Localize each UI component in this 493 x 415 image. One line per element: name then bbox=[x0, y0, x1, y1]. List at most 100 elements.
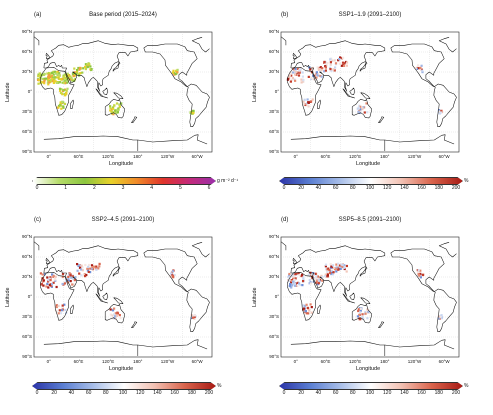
lon-tick-label: 180° bbox=[133, 154, 143, 159]
field-cell bbox=[174, 72, 177, 76]
field-cell bbox=[298, 273, 301, 277]
field-cell bbox=[335, 263, 338, 266]
coastline-southAmerica bbox=[433, 83, 457, 127]
field-cell bbox=[303, 102, 306, 106]
field-cell bbox=[84, 68, 87, 71]
map-panel: (a) Base period (2015–2024) 90°N 60°N 30°N 0°… bbox=[0, 0, 246, 204]
field-cell bbox=[77, 66, 80, 70]
field-cell bbox=[288, 272, 291, 276]
field-cell bbox=[53, 70, 57, 73]
field-cell bbox=[362, 106, 365, 109]
field-cell bbox=[321, 275, 324, 279]
field-cell bbox=[45, 285, 48, 288]
field-cell bbox=[296, 67, 299, 70]
field-cell bbox=[49, 276, 52, 279]
panel-label: (a) bbox=[34, 12, 42, 18]
lon-tick-label: 120°W bbox=[160, 154, 175, 159]
field-cell bbox=[299, 66, 302, 70]
field-cell bbox=[109, 308, 112, 311]
field-cell bbox=[47, 77, 50, 80]
colorbar-unit: % bbox=[464, 178, 469, 184]
field-cell bbox=[74, 276, 77, 279]
field-cell bbox=[115, 312, 118, 315]
colorbar-tick-label: 40 bbox=[315, 390, 322, 396]
colorbar-tick-label: 160 bbox=[417, 185, 426, 191]
y-axis-label: Latitude bbox=[252, 82, 258, 102]
field-cell bbox=[58, 74, 61, 77]
field-cell bbox=[359, 111, 362, 114]
field-cell bbox=[62, 75, 65, 78]
field-cell bbox=[364, 312, 367, 315]
field-cell bbox=[294, 277, 297, 280]
field-cell bbox=[50, 71, 54, 74]
field-cell bbox=[118, 103, 121, 106]
field-cell bbox=[320, 69, 323, 72]
field-cell bbox=[311, 98, 314, 101]
field-cell bbox=[85, 273, 88, 277]
field-cell bbox=[294, 71, 297, 74]
field-cell bbox=[109, 313, 112, 316]
field-cell bbox=[307, 105, 310, 108]
field-cell bbox=[307, 101, 310, 104]
field-cell bbox=[357, 106, 360, 109]
field-cell bbox=[295, 71, 298, 74]
field-cell bbox=[66, 72, 69, 75]
lat-tick-label: 30°S bbox=[269, 314, 279, 319]
field-cell bbox=[176, 68, 179, 71]
colorbar-tick-label: 120 bbox=[136, 390, 145, 396]
lat-tick-label: 60°N bbox=[268, 49, 279, 54]
colorbar-tick-label: 6 bbox=[207, 185, 211, 191]
field-cell bbox=[341, 263, 344, 267]
field-cell bbox=[324, 65, 327, 68]
map-panel: (d) SSP5–8.5 (2091–2100) 90°N 60°N 30°N 0° 30°… bbox=[247, 205, 493, 409]
field-cell bbox=[318, 280, 321, 283]
field-cell bbox=[43, 80, 46, 83]
field-cell bbox=[50, 74, 53, 77]
field-cell bbox=[42, 279, 45, 282]
field-cell bbox=[95, 268, 98, 271]
coastline-japan bbox=[359, 266, 368, 277]
field-cell bbox=[317, 282, 320, 285]
field-cell bbox=[308, 309, 311, 312]
field-cell bbox=[338, 264, 341, 267]
coastline-northAmerica bbox=[390, 43, 445, 87]
field-cell bbox=[41, 273, 44, 276]
field-cell bbox=[49, 79, 52, 82]
field-cell bbox=[312, 273, 315, 276]
field-cell bbox=[286, 275, 290, 279]
coastline-uk bbox=[45, 258, 50, 264]
field-cell bbox=[320, 75, 323, 78]
coastline-indonesia bbox=[95, 88, 108, 99]
field-cell bbox=[61, 81, 64, 84]
lat-tick-label: 0° bbox=[27, 294, 32, 299]
field-cell bbox=[340, 64, 343, 67]
field-cell bbox=[192, 109, 195, 112]
field-cell bbox=[337, 268, 340, 271]
coastline-borneo bbox=[349, 87, 355, 95]
colorbar-tick-label: 3 bbox=[121, 185, 125, 191]
field-cell bbox=[293, 282, 297, 285]
coastline-africa bbox=[40, 67, 75, 116]
colorbar-tick-label: 5 bbox=[178, 185, 182, 191]
colorbar-tick-label: 80 bbox=[103, 390, 109, 396]
field-cell bbox=[50, 284, 53, 287]
field-cell bbox=[329, 263, 332, 266]
field-cell bbox=[290, 79, 293, 82]
lat-tick-label: 90°S bbox=[269, 354, 279, 359]
field-cell bbox=[292, 71, 295, 74]
field-cell bbox=[60, 88, 63, 91]
colorbar-tick-label: 60 bbox=[332, 185, 339, 191]
field-cell bbox=[110, 110, 113, 113]
field-cell bbox=[315, 71, 318, 74]
lat-tick-label: 60°S bbox=[269, 334, 279, 339]
field-cell bbox=[421, 69, 424, 72]
field-cell bbox=[67, 279, 70, 282]
field-cell bbox=[47, 73, 51, 76]
field-cell bbox=[325, 64, 328, 67]
field-cell bbox=[358, 314, 361, 317]
field-cell bbox=[338, 62, 341, 65]
field-cell bbox=[62, 81, 66, 84]
field-cell bbox=[42, 284, 45, 287]
field-cell bbox=[115, 111, 118, 114]
field-cell bbox=[69, 273, 72, 276]
